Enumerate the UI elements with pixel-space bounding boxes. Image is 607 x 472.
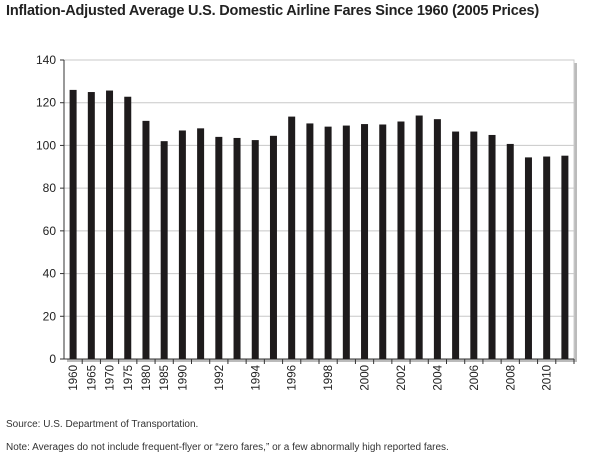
bar-1965: [87, 92, 95, 360]
y-tick-label: 60: [43, 224, 57, 238]
x-tick-label: 1965: [86, 365, 98, 391]
x-tick-label: 1985: [159, 365, 171, 391]
bar-chart: 0 20 40 60 80 100 120 140 1960 1965 1970 1975 1980 19…: [36, 53, 577, 391]
x-tick-label: 2000: [360, 365, 372, 391]
bar-1992: [215, 136, 223, 359]
bar-2003: [415, 115, 423, 360]
x-tick-label: 2008: [505, 365, 517, 391]
bar-2000: [361, 124, 369, 359]
x-tick-label: 2004: [432, 364, 444, 390]
footnote: Note: Averages do not include frequent-f…: [6, 442, 449, 453]
bar-1993: [233, 137, 241, 359]
bar-2006: [470, 131, 478, 359]
x-tick-label: 1960: [68, 365, 80, 391]
bar-1997: [306, 123, 314, 359]
x-tick-label: 1998: [323, 365, 335, 391]
y-tick-label: 0: [49, 352, 56, 366]
bar-2005: [452, 131, 460, 359]
x-tick-label: 1996: [287, 365, 299, 391]
bar-1998: [324, 126, 332, 360]
x-tick-label: 1970: [105, 365, 117, 391]
y-tick-label: 20: [43, 309, 57, 323]
x-tick-label: 1992: [214, 365, 226, 391]
bar-2004: [433, 119, 441, 359]
x-tick-label: 1990: [177, 365, 189, 391]
x-tick-label: 2006: [469, 365, 481, 391]
bar-1990: [178, 130, 186, 359]
chart-title: Inflation-Adjusted Average U.S. Domestic…: [6, 3, 539, 19]
x-tick-label: 2002: [396, 365, 408, 391]
x-tick-label: 1975: [123, 365, 135, 391]
plot-area: [63, 59, 575, 360]
bar-1999: [342, 125, 350, 359]
bar-1995: [269, 135, 277, 359]
bar-2008: [506, 143, 514, 359]
source-note: Source: U.S. Department of Transportatio…: [6, 419, 199, 430]
bar-2001: [379, 124, 387, 360]
bar-2011: [561, 155, 569, 359]
bar-1996: [288, 116, 296, 359]
y-tick-label: 120: [36, 96, 56, 110]
bar-2010: [543, 156, 551, 359]
x-tick-label: 1994: [250, 364, 262, 390]
bar-2007: [488, 134, 496, 359]
y-tick-label: 100: [36, 138, 56, 152]
y-tick-label: 40: [43, 267, 57, 281]
y-tick-label: 140: [36, 53, 56, 67]
bar-1975: [124, 96, 132, 359]
bar-2009: [524, 157, 532, 359]
x-tick-label: 1980: [141, 365, 153, 391]
bar-1994: [251, 140, 259, 359]
bar-1991: [197, 128, 205, 359]
bar-1980: [142, 120, 150, 359]
x-tick-label: 2010: [542, 365, 554, 391]
y-tick-label: 80: [43, 181, 57, 195]
bar-2002: [397, 121, 405, 359]
bar-1985: [160, 141, 168, 359]
bar-1970: [106, 90, 114, 359]
bar-1960: [69, 89, 77, 360]
